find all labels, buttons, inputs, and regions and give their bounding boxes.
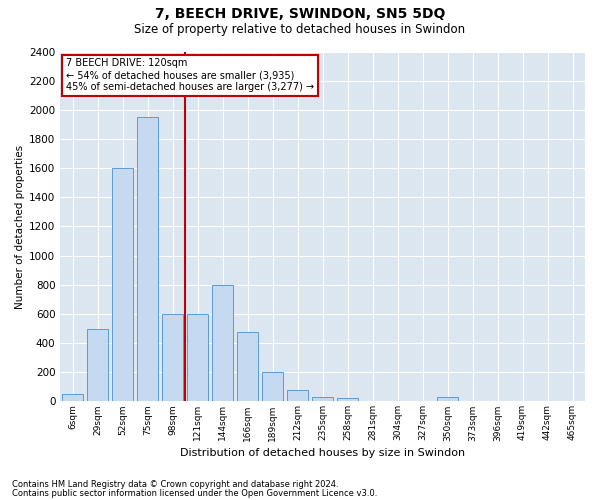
X-axis label: Distribution of detached houses by size in Swindon: Distribution of detached houses by size … xyxy=(180,448,465,458)
Bar xyxy=(212,285,233,402)
Bar xyxy=(237,332,258,402)
Bar xyxy=(287,390,308,402)
Text: 7 BEECH DRIVE: 120sqm
← 54% of detached houses are smaller (3,935)
45% of semi-d: 7 BEECH DRIVE: 120sqm ← 54% of detached … xyxy=(65,58,314,92)
Bar xyxy=(262,372,283,402)
Bar xyxy=(437,397,458,402)
Bar xyxy=(112,168,133,402)
Bar xyxy=(187,314,208,402)
Y-axis label: Number of detached properties: Number of detached properties xyxy=(15,144,25,308)
Bar xyxy=(312,397,333,402)
Text: Size of property relative to detached houses in Swindon: Size of property relative to detached ho… xyxy=(134,22,466,36)
Text: Contains HM Land Registry data © Crown copyright and database right 2024.: Contains HM Land Registry data © Crown c… xyxy=(12,480,338,489)
Text: Contains public sector information licensed under the Open Government Licence v3: Contains public sector information licen… xyxy=(12,488,377,498)
Bar xyxy=(62,394,83,402)
Bar xyxy=(162,314,184,402)
Bar xyxy=(337,398,358,402)
Text: 7, BEECH DRIVE, SWINDON, SN5 5DQ: 7, BEECH DRIVE, SWINDON, SN5 5DQ xyxy=(155,8,445,22)
Bar xyxy=(87,328,109,402)
Bar xyxy=(137,117,158,402)
